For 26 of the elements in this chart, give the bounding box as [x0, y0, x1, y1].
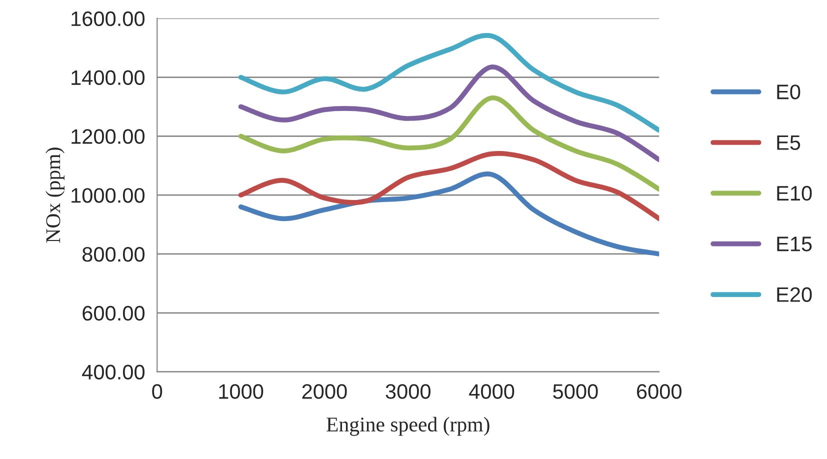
line-series: [238, 151, 660, 222]
x-tick-label: 4000: [469, 384, 514, 399]
line-series: [238, 172, 660, 256]
y-tick-label: 800.00: [82, 246, 145, 262]
line-series: [238, 33, 660, 133]
legend-label: E10: [777, 186, 812, 201]
x-axis-title: Engine speed (rpm): [326, 416, 490, 436]
legend-label: E15: [777, 236, 812, 252]
y-tick-label: 1400.00: [72, 70, 145, 86]
line-series: [238, 64, 660, 162]
y-tick-label: 1200.00: [72, 129, 145, 144]
x-tick-label: 5000: [553, 384, 598, 399]
x-tick-label: 2000: [302, 384, 347, 399]
x-tick-label: 6000: [637, 384, 682, 399]
x-tick-label: 0: [152, 384, 162, 399]
y-tick-label: 600.00: [82, 306, 145, 321]
line-series: [238, 95, 660, 192]
legend-label: E20: [777, 287, 812, 302]
y-axis-title: NOx (ppm): [46, 148, 64, 243]
x-tick-label: 1000: [219, 384, 264, 399]
y-tick-label: 400.00: [82, 364, 145, 380]
legend-label: E5: [777, 135, 800, 150]
y-tick-label: 1600.00: [72, 11, 145, 26]
legend-label: E0: [777, 84, 800, 100]
y-tick-label: 1000.00: [72, 188, 145, 203]
x-tick-label: 3000: [386, 384, 430, 399]
